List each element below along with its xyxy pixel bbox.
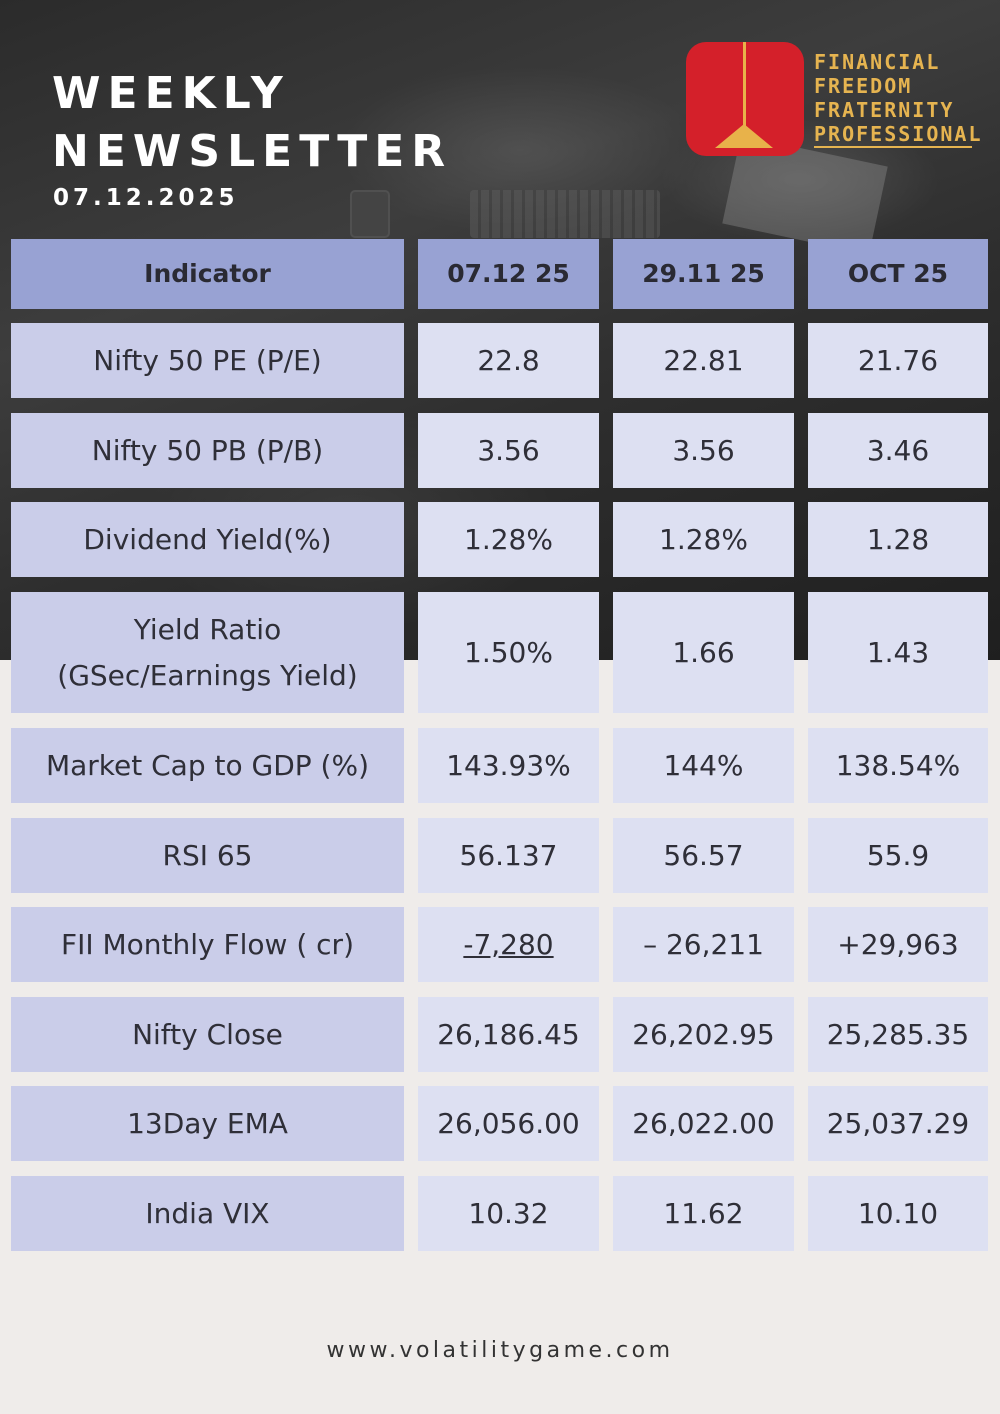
row-label-13day-ema: 13Day EMA: [11, 1086, 404, 1161]
row-label-pe: Nifty 50 PE (P/E): [11, 323, 404, 398]
row-value-yield-ratio-1: 1.50%: [418, 592, 599, 713]
row-value-rsi-2: 56.57: [613, 818, 794, 893]
row-value-13day-ema-2: 26,022.00: [613, 1086, 794, 1161]
row-value-india-vix-3: 10.10: [808, 1176, 988, 1251]
row-value-pe-1: 22.8: [418, 323, 599, 398]
row-label-rsi: RSI 65: [11, 818, 404, 893]
row-value-pe-3: 21.76: [808, 323, 988, 398]
row-label-dividend-yield: Dividend Yield(%): [11, 502, 404, 577]
column-header-indicator: Indicator: [11, 239, 404, 309]
row-value-yield-ratio-2: 1.66: [613, 592, 794, 713]
row-value-nifty-close-3: 25,285.35: [808, 997, 988, 1072]
row-label-fii-flow: FII Monthly Flow ( cr): [11, 907, 404, 982]
brand-logo-icon: [686, 42, 804, 156]
column-header-date-1: 07.12 25: [418, 239, 599, 309]
row-value-pb-3: 3.46: [808, 413, 988, 488]
row-value-nifty-close-2: 26,202.95: [613, 997, 794, 1072]
row-value-pb-2: 3.56: [613, 413, 794, 488]
phone-shape: [350, 190, 390, 238]
brand-line-3: FRATERNITY: [814, 98, 955, 122]
brand-line-1: FINANCIAL: [814, 50, 941, 74]
newsletter-title-line1: WEEKLY: [52, 68, 290, 119]
row-label-yield-ratio: Yield Ratio (GSec/Earnings Yield): [11, 592, 404, 713]
row-value-market-cap-gdp-2: 144%: [613, 728, 794, 803]
row-value-dividend-yield-1: 1.28%: [418, 502, 599, 577]
brand-line-2: FREEDOM: [814, 74, 913, 98]
row-value-market-cap-gdp-1: 143.93%: [418, 728, 599, 803]
row-value-rsi-1: 56.137: [418, 818, 599, 893]
row-value-fii-flow-2: – 26,211: [613, 907, 794, 982]
newsletter-title-line2: NEWSLETTER: [52, 126, 453, 177]
row-value-fii-flow-3: +29,963: [808, 907, 988, 982]
row-value-dividend-yield-2: 1.28%: [613, 502, 794, 577]
column-header-date-2: 29.11 25: [613, 239, 794, 309]
row-value-market-cap-gdp-3: 138.54%: [808, 728, 988, 803]
column-header-date-3: OCT 25: [808, 239, 988, 309]
row-value-fii-flow-1-text: -7,280: [463, 927, 554, 961]
row-value-fii-flow-1: -7,280: [418, 907, 599, 982]
row-label-yield-ratio-line1: Yield Ratio: [133, 612, 282, 646]
newsletter-date: 07.12.2025: [53, 185, 239, 211]
row-label-nifty-close: Nifty Close: [11, 997, 404, 1072]
row-value-india-vix-2: 11.62: [613, 1176, 794, 1251]
row-label-yield-ratio-line2: (GSec/Earnings Yield): [57, 658, 358, 692]
footer-website: www.volatilitygame.com: [326, 1338, 674, 1363]
row-label-india-vix: India VIX: [11, 1176, 404, 1251]
row-value-rsi-3: 55.9: [808, 818, 988, 893]
row-value-pb-1: 3.56: [418, 413, 599, 488]
brand-line-4: PROFESSIONAL: [814, 122, 983, 146]
row-value-india-vix-1: 10.32: [418, 1176, 599, 1251]
row-label-market-cap-gdp: Market Cap to GDP (%): [11, 728, 404, 803]
row-value-13day-ema-1: 26,056.00: [418, 1086, 599, 1161]
laptop-keyboard-shape: [470, 190, 660, 238]
row-value-dividend-yield-3: 1.28: [808, 502, 988, 577]
row-label-pb: Nifty 50 PB (P/B): [11, 413, 404, 488]
brand-name: FINANCIAL FREEDOM FRATERNITY PROFESSIONA…: [814, 50, 983, 146]
row-value-pe-2: 22.81: [613, 323, 794, 398]
row-value-13day-ema-3: 25,037.29: [808, 1086, 988, 1161]
row-value-nifty-close-1: 26,186.45: [418, 997, 599, 1072]
row-value-yield-ratio-3: 1.43: [808, 592, 988, 713]
brand-underline: [814, 146, 972, 148]
